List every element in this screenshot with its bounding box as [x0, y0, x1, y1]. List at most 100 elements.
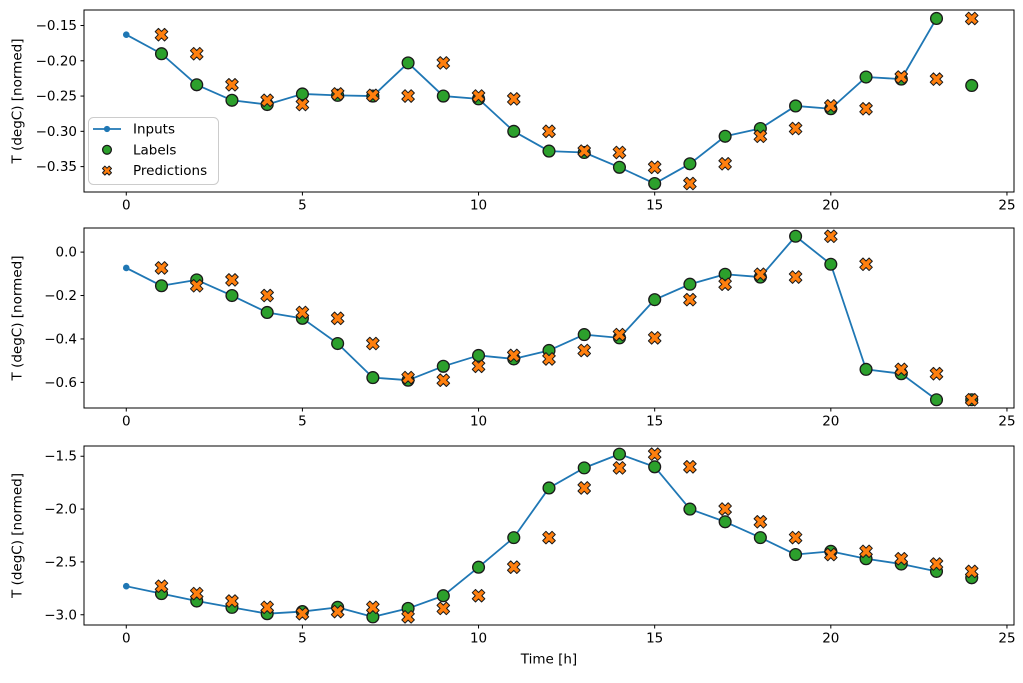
- predictions-x-marker: [436, 56, 451, 70]
- labels-circle-marker: [225, 93, 239, 107]
- labels-circle-marker: [929, 393, 944, 407]
- x-axis-label: Time [h]: [520, 652, 577, 668]
- predictions-x-marker: [471, 588, 486, 603]
- subplot-1: 0 5 10 15 20 25 −0.15 −0.20 −0.25 −0.30 −0.35 T (de…: [10, 9, 1016, 214]
- predictions-x-marker: [824, 229, 838, 244]
- predictions-x-marker: [471, 89, 486, 103]
- y-tick-label: −0.6: [44, 375, 77, 391]
- predictions-x-marker: [154, 27, 169, 42]
- x-tick-label: 20: [822, 414, 839, 430]
- labels-circle-marker: [789, 99, 803, 113]
- labels-circle-marker: [683, 502, 697, 516]
- predictions-x-marker: [366, 336, 380, 351]
- predictions-x-marker: [894, 70, 909, 84]
- predictions-x-marker: [366, 600, 380, 615]
- labels-circle-marker: [789, 229, 803, 243]
- labels-circle-marker: [789, 547, 803, 562]
- predictions-x-marker: [964, 392, 979, 407]
- predictions-x-marker: [189, 46, 204, 61]
- labels-circle-marker: [471, 560, 486, 574]
- legend-box: [88, 117, 219, 185]
- x-tick-label: 25: [998, 198, 1015, 214]
- legend-label: Predictions: [133, 163, 207, 179]
- predictions-x-marker: [401, 610, 415, 624]
- labels-circle-marker: [225, 288, 239, 303]
- subplot-3: 0 5 10 15 20 25 −1.5 −2.0 −2.5 −3.0 T (degC) [norm…: [10, 445, 1016, 668]
- predictions-x-marker: [718, 277, 732, 292]
- labels-circle-marker: [577, 328, 591, 342]
- labels-circle-marker: [577, 461, 591, 475]
- inputs-dot-marker: [122, 31, 130, 38]
- inputs-dot-marker: [122, 264, 130, 272]
- labels-circle-marker: [965, 78, 979, 93]
- x-tick-label: 5: [298, 631, 307, 647]
- predictions-x-marker: [577, 481, 592, 495]
- labels-circle-marker: [331, 336, 345, 351]
- x-tick-label: 0: [122, 414, 131, 430]
- predictions-x-marker: [894, 551, 909, 566]
- x-tick-label: 10: [470, 414, 487, 430]
- y-tick-label: −0.20: [36, 53, 77, 69]
- predictions-x-marker: [295, 97, 310, 112]
- predictions-x-marker: [577, 343, 592, 358]
- labels-circle-marker: [436, 589, 450, 603]
- predictions-x-marker: [330, 311, 345, 326]
- predictions-x-marker: [683, 176, 697, 191]
- predictions-x-marker: [612, 327, 627, 342]
- y-tick-label: −0.4: [44, 331, 77, 347]
- labels-circle-marker: [718, 267, 732, 281]
- labels-circle-marker: [648, 460, 662, 474]
- predictions-x-marker: [366, 88, 380, 103]
- legend-item-predictions: Predictions: [101, 163, 207, 179]
- labels-circle-marker: [612, 160, 627, 174]
- labels-circle-marker: [507, 124, 521, 138]
- x-tick-label: 15: [646, 631, 663, 647]
- subplot-2: 0 5 10 15 20 25 0.0 −0.2 −0.4 −0.6 T (degC) [norme…: [10, 227, 1016, 430]
- labels-circle-marker: [190, 78, 204, 92]
- predictions-x-marker: [753, 267, 768, 282]
- predictions-x-marker: [824, 99, 838, 113]
- labels-circle-marker: [683, 277, 697, 291]
- legend-item-labels: Labels: [101, 142, 176, 158]
- predictions-x-marker: [859, 544, 873, 559]
- labels-circle-marker: [929, 11, 944, 26]
- y-tick-label: −0.25: [36, 89, 77, 105]
- predictions-x-marker: [225, 273, 239, 287]
- predictions-x-marker: [964, 11, 979, 26]
- predictions-x-marker: [612, 461, 627, 475]
- legend-x-sample: [101, 165, 113, 176]
- predictions-x-marker: [683, 460, 697, 474]
- predictions-x-marker: [718, 502, 732, 516]
- x-tick-label: 25: [998, 631, 1015, 647]
- predictions-x-marker: [295, 305, 310, 320]
- predictions-x-marker: [154, 261, 169, 275]
- x-tick-label: 10: [470, 631, 487, 647]
- labels-circle-marker: [753, 531, 767, 545]
- predictions-x-marker: [929, 72, 944, 86]
- predictions-x-marker: [753, 514, 768, 529]
- x-tick-label: 10: [470, 198, 487, 214]
- predictions-x-marker: [330, 87, 345, 101]
- predictions-x-marker: [753, 129, 768, 144]
- x-tick-label: 5: [298, 198, 307, 214]
- predictions-x-marker: [260, 600, 274, 615]
- predictions-x-marker: [295, 606, 310, 621]
- predictions-x-marker: [260, 93, 274, 108]
- x-tick-label: 0: [122, 198, 131, 214]
- predictions-x-marker: [401, 370, 415, 385]
- labels-circle-marker: [436, 89, 450, 103]
- legend-dot-sample: [103, 125, 111, 133]
- y-axis-label: T (degC) [normed]: [10, 473, 26, 599]
- labels-circle-marker: [542, 144, 556, 158]
- labels-circle-marker: [260, 305, 274, 320]
- legend-item-inputs: Inputs: [93, 122, 175, 138]
- labels-circle-marker: [683, 157, 697, 171]
- predictions-x-marker: [718, 156, 732, 171]
- x-tick-label: 15: [646, 414, 663, 430]
- legend: Inputs Labels Predictions: [88, 117, 219, 185]
- predictions-x-marker: [225, 77, 239, 92]
- y-axis-label: T (degC) [normed]: [10, 39, 26, 165]
- predictions-x-marker: [542, 530, 556, 545]
